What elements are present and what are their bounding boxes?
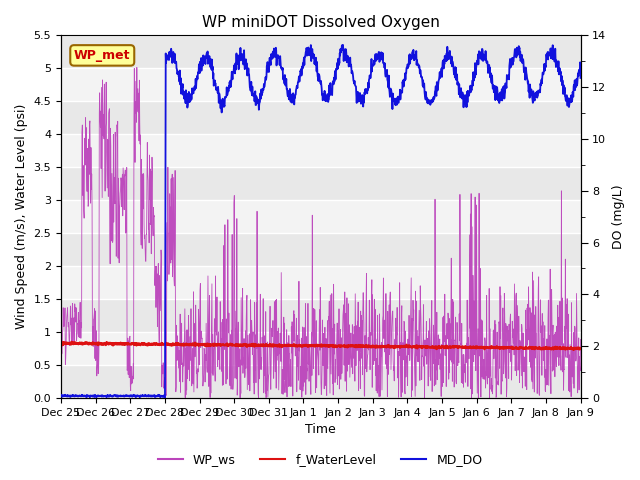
Text: WP_met: WP_met	[74, 49, 131, 62]
Bar	[61, 200, 580, 233]
Y-axis label: DO (mg/L): DO (mg/L)	[612, 184, 625, 249]
Bar	[61, 134, 580, 167]
Title: WP miniDOT Dissolved Oxygen: WP miniDOT Dissolved Oxygen	[202, 15, 440, 30]
Bar	[61, 266, 580, 299]
Bar	[61, 332, 580, 365]
Legend: WP_ws, f_WaterLevel, MD_DO: WP_ws, f_WaterLevel, MD_DO	[152, 448, 488, 471]
Bar	[61, 2, 580, 36]
X-axis label: Time: Time	[305, 423, 336, 436]
Y-axis label: Wind Speed (m/s), Water Level (psi): Wind Speed (m/s), Water Level (psi)	[15, 104, 28, 329]
Bar	[61, 68, 580, 101]
